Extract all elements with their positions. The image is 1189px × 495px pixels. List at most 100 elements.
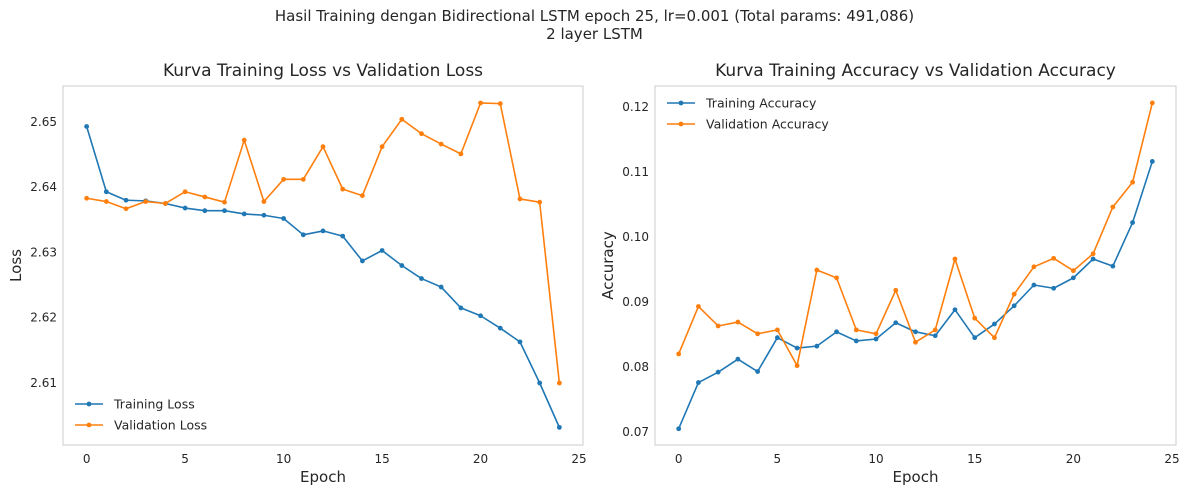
chart-2-series-training-point [952,307,958,313]
chart-2-series-validation-point [1130,179,1135,185]
chart-1-xtick-label: 25 [571,452,586,466]
chart-2-series-validation-point [774,327,780,333]
chart-1-series-validation-point [359,193,365,199]
chart-1-series-validation-point [163,201,168,206]
chart-2-series-validation-point [696,304,701,309]
chart-1-legend-entry-validation-label: Validation Loss [114,418,207,433]
chart-2-legend-entry-training-marker [678,100,684,106]
chart-2-series-training-point [735,356,741,362]
chart-1-ylabel: Loss [7,249,25,282]
chart-1-series-validation-point [438,141,444,147]
chart-2-ytick-label: 0.12 [622,100,649,114]
chart-2-series-training-point [715,369,721,375]
chart-2-series-validation-point [755,331,761,337]
chart-1-series-validation-point [222,199,227,205]
chart-1-legend-entry-training-marker [86,401,92,407]
chart-1-series-training-point [517,339,523,345]
chart-1-series-validation-point [202,194,208,200]
chart-1-series-validation-point [103,199,109,204]
chart-2-series-training-point [794,345,800,351]
chart-1-legend-entry-training-label: Training Loss [113,397,195,412]
chart-2-series-training-point [893,320,899,326]
chart-2-title: Kurva Training Accuracy vs Validation Ac… [715,61,1116,81]
chart-1-series-validation-point [478,100,483,106]
chart-1-series-validation-point [419,131,424,137]
chart-2-series-training-point [1090,256,1096,262]
chart-1-series-validation-point [281,176,287,182]
chart-1-ytick-label: 2.63 [30,245,57,259]
chart-1: Kurva Training Loss vs Validation Loss 0 5… [7,61,587,486]
chart-1-series-training-point [103,189,109,195]
chart-2-series-training-point [913,329,918,335]
chart-1-series-training-point [458,305,464,311]
chart-1-series-training-point [182,205,188,211]
chart-1-xlabel: Epoch [300,468,346,486]
chart-1-series-validation-point [556,380,562,386]
chart-1-series-training-point [241,211,247,217]
chart-1-series-training-point [84,124,90,129]
suptitle-line-1: Hasil Training dengan Bidirectional LSTM… [274,7,915,25]
chart-1-series-validation-point [517,196,523,202]
chart-2-legend-entry-training: Training Accuracy [667,96,817,111]
chart-1-series-validation-point [261,199,267,204]
chart-2-series-training-point [853,338,859,344]
chart-1-series-validation-point [497,101,503,107]
chart-2-series-validation-point [794,363,800,369]
chart-1-series-training-point [537,380,543,386]
chart-2-xtick-label: 20 [1066,452,1081,466]
chart-2-series-validation-point [1070,268,1076,274]
chart-1-series-validation-point [241,137,247,143]
chart-2-series-training-point [755,369,761,374]
chart-2-series-training-point [992,321,997,327]
chart-2: Kurva Training Accuracy vs Validation Ac… [599,61,1180,486]
chart-2-series-validation-point [873,331,879,337]
chart-1-xtick-label: 5 [181,452,189,466]
chart-2-series-validation-point [834,275,839,281]
chart-2-series-validation-point [715,323,721,329]
chart-1-series-training-point [202,208,208,214]
chart-2-series-validation-point [992,335,997,341]
chart-2-series-training-point [1110,263,1116,269]
chart-1-series-validation-point [379,144,385,150]
chart-1-series-training-point [261,212,267,218]
chart-2-series-validation-point [1051,255,1057,261]
figure-suptitle: Hasil Training dengan Bidirectional LSTM… [0,7,1189,43]
chart-2-series-validation-point [1011,291,1017,297]
chart-2-ytick-label: 0.09 [622,295,649,309]
chart-2-xlabel: Epoch [893,468,939,486]
chart-2-ytick-label: 0.10 [622,230,649,244]
chart-1-xtick-label: 15 [374,452,389,466]
chart-2-series-validation-point [853,327,859,333]
chart-1-series-training-point [281,216,287,221]
chart-2-legend-entry-validation-marker [678,121,684,127]
chart-2-series-training-point [1011,303,1017,309]
chart-1-series-validation-point [399,116,405,122]
chart-2-series-validation-point [972,315,978,321]
chart-2-series-validation-point [814,267,820,273]
chart-2-xtick-label: 5 [774,452,782,466]
chart-1-series-validation-point [182,189,188,195]
chart-2-series-validation-point [1110,204,1116,210]
chart-2-series-validation-point [1090,251,1096,257]
chart-2-series-validation-point [1149,100,1155,106]
chart-1-ytick-label: 2.61 [30,376,57,390]
chart-2-legend-entry-validation-label: Validation Accuracy [706,117,829,132]
chart-1-ytick-label: 2.62 [30,311,57,325]
chart-2-ylabel: Accuracy [599,231,617,300]
chart-1-series-validation-point [123,206,129,212]
chart-1-axes-frame [62,85,584,446]
chart-1-series-training-point [123,197,129,203]
chart-1-series-training-point [320,228,326,234]
chart-2-ytick-label: 0.08 [622,360,649,374]
chart-1-series-validation-point [537,199,543,205]
chart-2-series-training-point [696,380,701,385]
chart-2-series-training [676,159,1155,432]
chart-1-series-validation-point [320,144,326,150]
chart-2-series-training-point [814,343,820,349]
chart-2-legend: Training Accuracy Validation Accuracy [667,96,829,132]
chart-2-xtick-label: 10 [868,452,883,466]
chart-2-series-validation-point [932,327,938,333]
chart-1-series-validation-point [300,176,306,182]
chart-2-ytick-label: 0.07 [622,425,649,439]
